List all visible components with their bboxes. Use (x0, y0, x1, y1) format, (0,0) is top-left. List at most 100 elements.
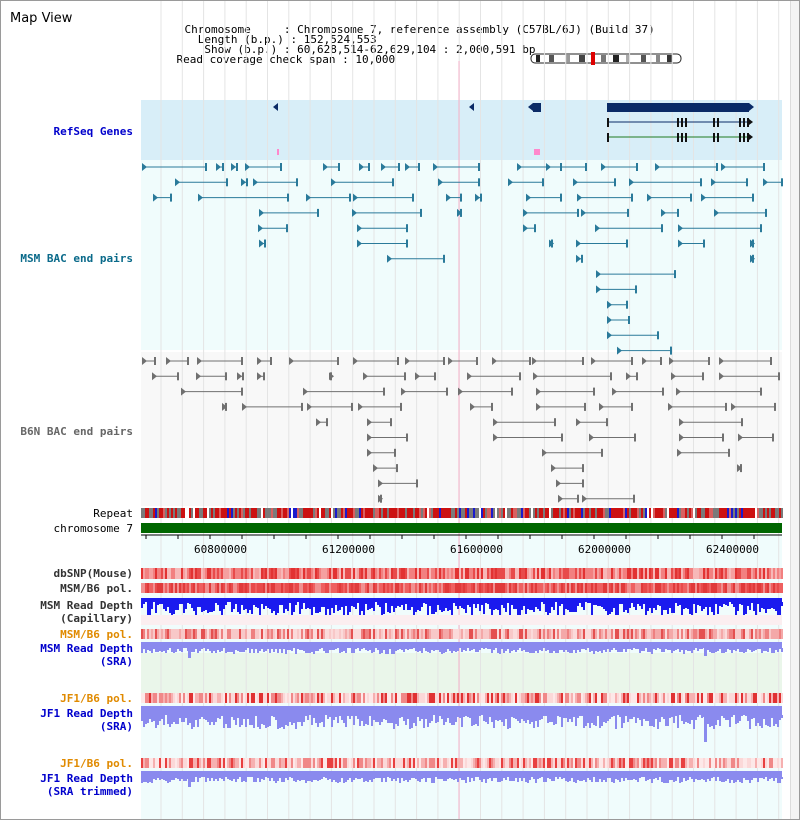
track-label-msm-read-depth-sra-1[interactable]: MSM Read Depth (40, 642, 133, 655)
msm-capillary-depth-bar (749, 602, 751, 610)
jf1-sra-depth-bar (547, 715, 549, 723)
track-label-msm-b6-pol-2[interactable]: MSM/B6 pol. (60, 628, 133, 641)
jf1-b6-pol-cell (289, 693, 291, 703)
msm-bac-end-marker (546, 163, 551, 171)
jf1-b6-pol-cell (751, 758, 753, 768)
dbsnp-cell (567, 568, 569, 579)
repeat-segment (327, 508, 329, 518)
msm-b6-pol-cell (477, 629, 479, 639)
msm-bac-end-marker (576, 254, 581, 263)
msm-capillary-depth-bar (313, 602, 315, 607)
track-label-jf1-b6-pol-1[interactable]: JF1/B6 pol. (60, 692, 133, 705)
msm-b6-pol-cell (471, 629, 473, 639)
jf1-b6-pol-cell (535, 758, 537, 768)
track-label-chromosome[interactable]: chromosome 7 (53, 522, 133, 535)
msm-b6-pol-cell (321, 629, 323, 639)
msm-capillary-depth-bar (275, 602, 277, 615)
msm-sra-depth-bar (153, 648, 155, 649)
jf1-b6-pol-cell (429, 758, 431, 768)
jf1-trimmed-depth-bar (257, 777, 259, 778)
jf1-b6-pol-cell (431, 758, 433, 768)
msm-b6-pol-cell (147, 583, 149, 593)
msm-capillary-depth-bar (609, 602, 611, 614)
jf1-b6-pol-cell (723, 693, 725, 703)
jf1-b6-pol-cell (203, 693, 205, 703)
dbsnp-cell (457, 568, 459, 579)
dbsnp-cell (253, 568, 255, 579)
repeat-segment (205, 508, 207, 518)
b6n-bac-end-marker (404, 372, 406, 381)
msm-sra-depth-bar (601, 648, 603, 653)
msm-bac-end-marker (526, 193, 531, 202)
jf1-trimmed-depth-bar (277, 777, 279, 781)
jf1-sra-depth-bar (379, 715, 381, 725)
msm-b6-pol-cell (271, 629, 273, 639)
vertical-scrollbar[interactable] (790, 1, 799, 819)
jf1-b6-pol-cell (323, 693, 325, 703)
msm-b6-pol-cell (445, 583, 447, 593)
jf1-sra-depth-bar (611, 715, 613, 717)
track-label-jf1-read-depth-sra-2[interactable]: (SRA) (99, 720, 133, 733)
repeat-segment (627, 508, 629, 518)
jf1-b6-pol-cell (287, 758, 289, 768)
track-label-msm-read-depth-cap-1[interactable]: MSM Read Depth (40, 599, 133, 612)
msm-b6-pol-cell (397, 629, 399, 639)
repeat-segment (755, 508, 757, 518)
msm-b6-pol-cell (375, 583, 377, 593)
jf1-sra-depth-bar (527, 715, 529, 720)
track-label-jf1-read-depth-trim-2[interactable]: (SRA trimmed) (46, 785, 133, 798)
repeat-segment (381, 508, 383, 518)
msm-capillary-depth-bar (427, 602, 429, 615)
jf1-b6-pol-cell (717, 693, 719, 703)
repeat-segment (201, 508, 203, 518)
track-label-jf1-b6-pol-2[interactable]: JF1/B6 pol. (60, 757, 133, 770)
track-label-repeat[interactable]: Repeat (93, 507, 133, 520)
dbsnp-cell (465, 568, 467, 579)
jf1-b6-pol-cell (329, 693, 331, 703)
jf1-trimmed-depth-bar (245, 777, 247, 782)
dbsnp-cell (369, 568, 371, 579)
dbsnp-cell (479, 568, 481, 579)
msm-b6-pol-cell (679, 583, 681, 593)
msm-b6-pol-cell (605, 583, 607, 593)
track-label-msm-read-depth-cap-2[interactable]: (Capillary) (60, 612, 133, 625)
msm-capillary-depth-bar (323, 602, 325, 607)
jf1-b6-pol-cell (739, 758, 741, 768)
jf1-sra-depth-bar (635, 715, 637, 723)
track-label-msm-bac[interactable]: MSM BAC end pairs (20, 252, 133, 265)
dbsnp-cell (261, 568, 263, 579)
dbsnp-cell (509, 568, 511, 579)
track-label-refseq[interactable]: RefSeq Genes (53, 125, 133, 138)
msm-capillary-depth-bar (569, 602, 571, 612)
dbsnp-cell (375, 568, 377, 579)
jf1-b6-pol-cell (401, 758, 403, 768)
msm-capillary-depth-bar (765, 602, 767, 613)
jf1-b6-pol-cell (757, 758, 759, 768)
track-label-b6n-bac[interactable]: B6N BAC end pairs (20, 425, 133, 438)
jf1-b6-pol-cell (233, 758, 235, 768)
jf1-sra-depth-bar (385, 715, 387, 720)
jf1-sra-depth-bar (387, 715, 389, 723)
jf1-sra-depth-bar (245, 715, 247, 727)
track-label-msm-b6-pol-1[interactable]: MSM/B6 pol. (60, 582, 133, 595)
jf1-b6-pol-cell (449, 693, 451, 703)
track-label-jf1-read-depth-trim-1[interactable]: JF1 Read Depth (40, 772, 133, 785)
msm-b6-pol-cell (217, 629, 219, 639)
repeat-segment (183, 508, 185, 518)
jf1-b6-pol-cell (619, 693, 621, 703)
msm-sra-depth-bar (487, 648, 489, 649)
dbsnp-cell (541, 568, 543, 579)
jf1-b6-pol-cell (597, 693, 599, 703)
jf1-b6-pol-cell (241, 693, 243, 703)
msm-b6-pol-cell (689, 629, 691, 639)
track-label-jf1-read-depth-sra-1[interactable]: JF1 Read Depth (40, 707, 133, 720)
jf1-b6-pol-cell (633, 693, 635, 703)
jf1-trimmed-depth-bar (723, 777, 725, 782)
msm-sra-depth-bar (383, 648, 385, 650)
dbsnp-cell (519, 568, 521, 579)
jf1-b6-pol-cell (177, 758, 179, 768)
track-label-dbsnp[interactable]: dbSNP(Mouse) (53, 567, 133, 580)
track-label-msm-read-depth-sra-2[interactable]: (SRA) (99, 655, 133, 668)
b6n-bac-end-marker (493, 433, 498, 442)
